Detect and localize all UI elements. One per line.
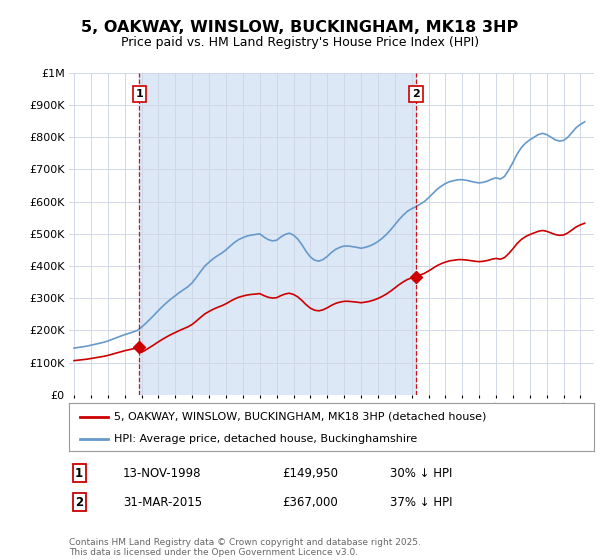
Text: 13-NOV-1998: 13-NOV-1998 — [123, 466, 202, 480]
Text: Contains HM Land Registry data © Crown copyright and database right 2025.
This d: Contains HM Land Registry data © Crown c… — [69, 538, 421, 557]
Text: £367,000: £367,000 — [282, 496, 338, 509]
Text: 5, OAKWAY, WINSLOW, BUCKINGHAM, MK18 3HP: 5, OAKWAY, WINSLOW, BUCKINGHAM, MK18 3HP — [82, 20, 518, 35]
Text: 5, OAKWAY, WINSLOW, BUCKINGHAM, MK18 3HP (detached house): 5, OAKWAY, WINSLOW, BUCKINGHAM, MK18 3HP… — [113, 412, 486, 422]
Text: £149,950: £149,950 — [282, 466, 338, 480]
Text: HPI: Average price, detached house, Buckinghamshire: HPI: Average price, detached house, Buck… — [113, 434, 417, 444]
Bar — [139, 73, 416, 395]
Text: 30% ↓ HPI: 30% ↓ HPI — [390, 466, 452, 480]
Text: 2: 2 — [75, 496, 83, 509]
Text: Price paid vs. HM Land Registry's House Price Index (HPI): Price paid vs. HM Land Registry's House … — [121, 36, 479, 49]
Text: 37% ↓ HPI: 37% ↓ HPI — [390, 496, 452, 509]
Text: 1: 1 — [75, 466, 83, 480]
Text: 31-MAR-2015: 31-MAR-2015 — [123, 496, 202, 509]
Text: 1: 1 — [136, 88, 143, 99]
Text: 2: 2 — [412, 88, 420, 99]
